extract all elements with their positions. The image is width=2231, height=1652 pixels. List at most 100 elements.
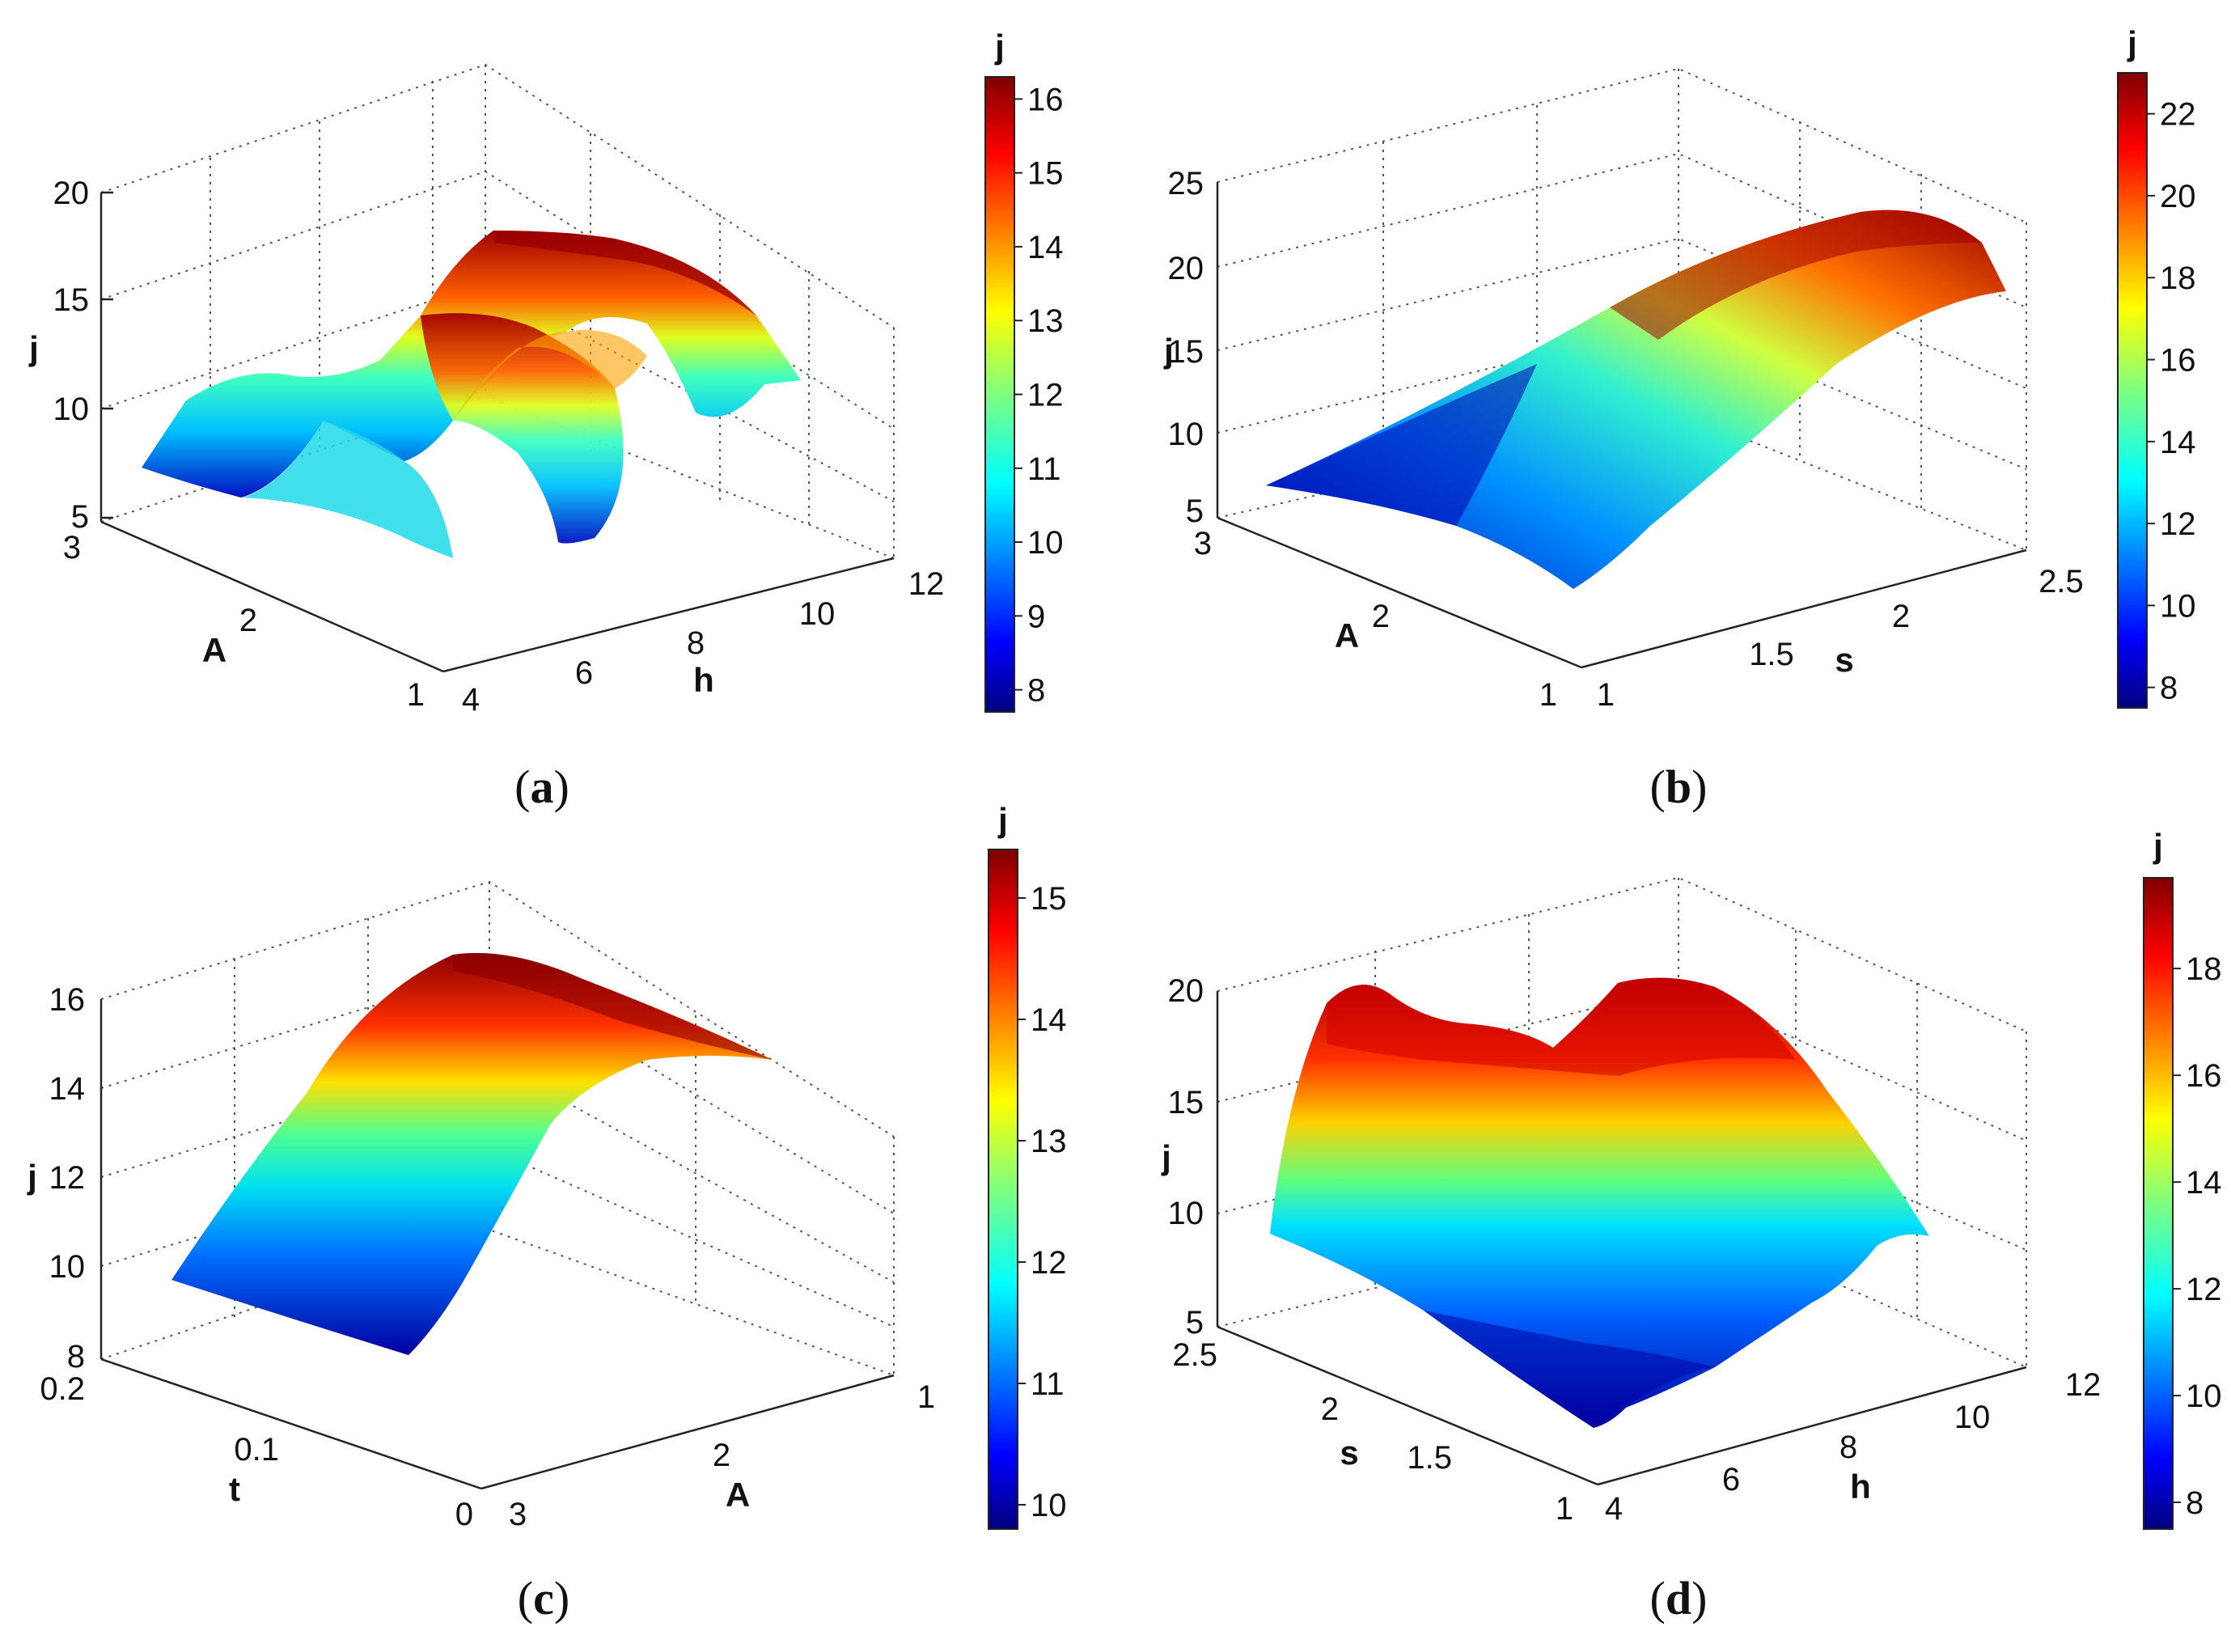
panel-b-colorbar-tick-label: 16 [2160, 343, 2196, 379]
panel-a-y-label: h [693, 661, 714, 699]
panel-b-y-label: s [1835, 641, 1853, 679]
panel-b-z-tick-5: 5 [1186, 493, 1204, 529]
panel-b-surface [1266, 210, 2006, 589]
panel-a-y-tick-4: 4 [462, 682, 480, 718]
panel-a-y-tick-10: 10 [799, 596, 836, 632]
panel-a-colorbar-tick-label: 10 [1027, 525, 1064, 561]
panel-c-colorbar-tick-label: 12 [1031, 1245, 1067, 1281]
panel-b-axes [1216, 182, 2027, 669]
panel-d-axes [1216, 991, 2027, 1486]
panel-b-colorbar-title: j [2127, 24, 2137, 62]
panel-d-z-tick-15: 15 [1168, 1085, 1204, 1120]
panel-a-y-tick-6: 6 [575, 655, 593, 691]
panel-a-surface [142, 231, 801, 558]
panel-d-x-tick-1-5: 1.5 [1407, 1440, 1452, 1476]
panel-a-colorbar-tick-label: 16 [1027, 82, 1064, 117]
panel-b-z-tick-25: 25 [1168, 166, 1204, 201]
panel-d-z-tick-20: 20 [1168, 973, 1204, 1009]
panel-d-colorbar-tick-label: 8 [2186, 1485, 2203, 1521]
panel-d-ticks: 20 15 10 5 j 2.5 2 1.5 1 s 4 6 8 10 12 h [1161, 973, 2101, 1527]
panel-b-ticks: 25 20 15 10 5 j 3 2 1 A 1 1.5 2 2.5 s [1163, 166, 2084, 713]
panel-a-x-label: A [202, 631, 226, 669]
panel-c-x-label: t [229, 1470, 240, 1508]
panel-c-colorbar-title: j [997, 801, 1008, 839]
panel-c-z-tick-16: 16 [49, 982, 86, 1018]
panel-c-caption: (c) [518, 1572, 569, 1624]
panel-d-y-tick-8: 8 [1839, 1430, 1857, 1465]
panel-c-y-label: A [726, 1476, 750, 1514]
panel-d-colorbar-scale [2143, 877, 2174, 1530]
panel-b-y-tick-1: 1 [1597, 677, 1615, 713]
panel-b-colorbar-tick-label: 22 [2160, 97, 2196, 133]
panel-c-z-label: j [27, 1158, 37, 1196]
panel-a-caption: (a) [514, 760, 569, 813]
panel-a-z-tick-5: 5 [71, 499, 89, 535]
panel-c-surface [171, 953, 773, 1355]
panel-a-y-tick-8: 8 [687, 625, 705, 661]
panel-c-colorbar-tick-label: 15 [1031, 881, 1067, 917]
panel-d-colorbar: j 8 10 12 14 16 18 [2143, 827, 2222, 1530]
panel-a-z-label: j [28, 329, 39, 367]
panel-b-z-tick-10: 10 [1168, 417, 1204, 452]
panel-d-colorbar-tick-label: 10 [2186, 1379, 2222, 1414]
panel-d-z-tick-10: 10 [1168, 1196, 1204, 1231]
panel-c: 16 14 12 10 8 j 0.2 0.1 0 t 3 2 1 A j 10… [27, 801, 1066, 1624]
panel-b-y-tick-2-5: 2.5 [2038, 564, 2084, 599]
panel-b-colorbar-tick-label: 12 [2160, 506, 2196, 542]
panel-d-colorbar-tick-label: 16 [2186, 1058, 2222, 1094]
panel-d-surface [1270, 977, 1929, 1428]
panel-a-colorbar-tick-label: 12 [1027, 378, 1064, 413]
panel-a-colorbar-tick-label: 15 [1027, 156, 1064, 192]
panel-c-x-tick-0: 0 [455, 1497, 473, 1532]
panel-b-x-tick-1: 1 [1539, 677, 1557, 713]
panel-c-colorbar-tick-label: 13 [1031, 1124, 1067, 1159]
panel-d-colorbar-tick-label: 12 [2186, 1272, 2222, 1307]
panel-a-colorbar-tick-label: 8 [1027, 673, 1045, 709]
panel-a-x-tick-2: 2 [239, 603, 257, 638]
panel-a-colorbar-tick-label: 14 [1027, 230, 1064, 265]
panel-a-axes [99, 191, 895, 673]
panel-b-y-tick-2: 2 [1892, 599, 1910, 634]
panel-d-colorbar-tick-label: 18 [2186, 951, 2222, 987]
panel-a-x-tick-1: 1 [407, 677, 425, 713]
panel-b-colorbar: j 8 10 12 14 16 18 20 22 [2117, 24, 2196, 709]
panel-d-x-tick-2: 2 [1321, 1391, 1339, 1427]
panel-b-y-tick-1-5: 1.5 [1749, 637, 1794, 672]
panel-b-colorbar-tick-label: 18 [2160, 261, 2196, 296]
panel-d-y-tick-6: 6 [1722, 1462, 1740, 1497]
panel-d-z-tick-5: 5 [1186, 1305, 1204, 1341]
panel-d-x-label: s [1340, 1434, 1358, 1472]
panel-c-colorbar-tick-label: 10 [1031, 1488, 1067, 1523]
panel-d-caption: (d) [1650, 1572, 1708, 1624]
panel-c-colorbar-scale [988, 849, 1018, 1530]
panel-b-x-label: A [1335, 616, 1359, 654]
panel-a-z-tick-15: 15 [53, 282, 90, 318]
panel-b-x-tick-3: 3 [1194, 526, 1212, 561]
panel-a-colorbar-title: j [994, 28, 1005, 66]
panel-c-colorbar-tick-label: 11 [1031, 1366, 1065, 1402]
panel-b-caption: (b) [1650, 760, 1708, 813]
panel-b-colorbar-tick-label: 8 [2160, 671, 2178, 706]
panel-d-x-tick-2-5: 2.5 [1172, 1337, 1217, 1373]
panel-a-colorbar-scale [984, 76, 1015, 713]
panel-c-z-tick-10: 10 [49, 1249, 86, 1285]
panel-c-ticks: 16 14 12 10 8 j 0.2 0.1 0 t 3 2 1 A [27, 982, 935, 1532]
panel-c-x-tick-0-2: 0.2 [40, 1371, 85, 1407]
panel-b-colorbar-tick-label: 14 [2160, 425, 2196, 460]
panel-c-z-tick-12: 12 [49, 1160, 86, 1196]
panel-d-grid [1217, 876, 2027, 1368]
panel-a: 20 15 10 5 j 3 2 1 A 4 6 8 10 12 h j 8 9 1… [28, 28, 1063, 813]
panel-b-z-tick-20: 20 [1168, 251, 1204, 286]
panel-b-colorbar-tick-label: 10 [2160, 588, 2196, 624]
panel-a-colorbar-tick-label: 11 [1027, 451, 1061, 487]
panel-c-y-tick-3: 3 [509, 1497, 527, 1532]
panel-a-colorbar-tick-label: 13 [1027, 303, 1064, 339]
panel-c-colorbar: j 10 11 12 13 14 15 [988, 801, 1067, 1530]
panel-a-z-tick-20: 20 [53, 176, 90, 211]
panel-d-z-label: j [1161, 1138, 1171, 1176]
panel-a-x-tick-3: 3 [63, 530, 81, 565]
panel-a-z-tick-10: 10 [53, 392, 90, 427]
panel-a-y-tick-12: 12 [908, 566, 945, 602]
panel-d-x-tick-1: 1 [1556, 1491, 1573, 1527]
